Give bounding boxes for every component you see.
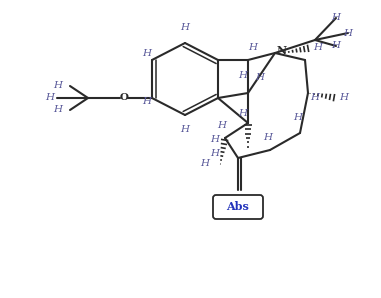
Text: H: H <box>311 94 320 103</box>
Text: H: H <box>314 43 322 52</box>
Text: H: H <box>339 94 349 103</box>
Text: H: H <box>293 114 303 122</box>
Text: H: H <box>142 49 152 58</box>
Text: H: H <box>210 136 219 145</box>
Text: H: H <box>210 148 219 158</box>
Text: H: H <box>239 72 248 80</box>
Text: H: H <box>200 159 210 167</box>
Text: Abs: Abs <box>227 201 250 212</box>
Text: H: H <box>53 81 62 91</box>
Text: H: H <box>256 74 264 83</box>
Text: H: H <box>53 105 62 114</box>
Text: H: H <box>218 120 226 130</box>
Text: H: H <box>181 125 189 134</box>
Text: H: H <box>264 134 272 142</box>
Text: O: O <box>120 94 128 103</box>
Text: H: H <box>181 24 189 32</box>
FancyBboxPatch shape <box>213 195 263 219</box>
Text: H: H <box>239 108 248 117</box>
Text: H: H <box>331 13 341 23</box>
Text: H: H <box>344 29 352 38</box>
Text: N: N <box>277 46 287 57</box>
Text: H: H <box>248 44 258 52</box>
Text: H: H <box>331 41 341 50</box>
Text: H: H <box>142 97 152 105</box>
Text: H: H <box>45 94 54 103</box>
